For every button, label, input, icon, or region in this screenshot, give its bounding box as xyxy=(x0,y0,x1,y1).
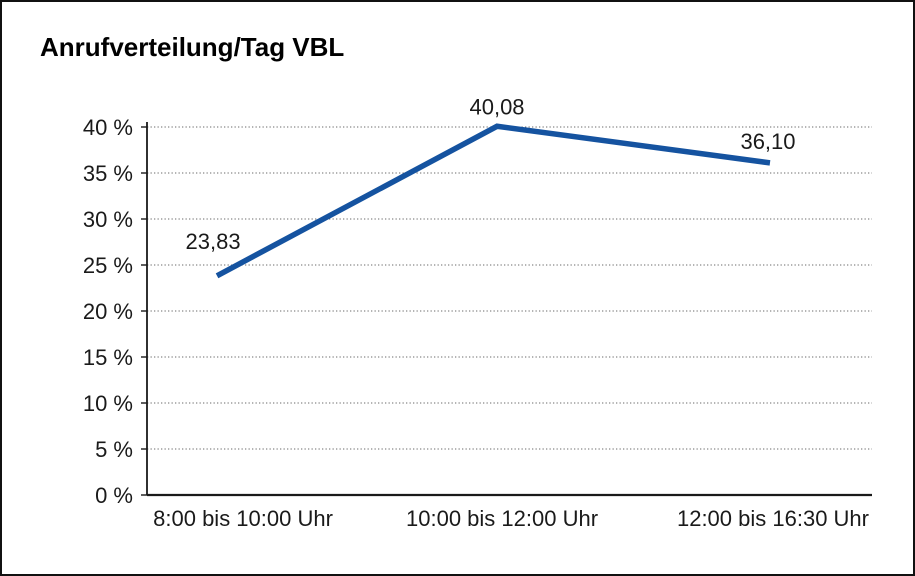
series-line xyxy=(215,123,771,279)
y-tick-label: 30 % xyxy=(83,207,133,232)
data-point-label: 23,83 xyxy=(186,229,241,254)
x-category-label: 10:00 bis 12:00 Uhr xyxy=(406,506,598,531)
data-point-label: 36,10 xyxy=(740,129,795,154)
y-tick-label: 0 % xyxy=(95,483,133,508)
y-tick-label: 25 % xyxy=(83,253,133,278)
chart-title: Anrufverteilung/Tag VBL xyxy=(40,32,345,62)
y-tick-label: 20 % xyxy=(83,299,133,324)
x-category-label: 12:00 bis 16:30 Uhr xyxy=(677,506,869,531)
y-tick-label: 10 % xyxy=(83,391,133,416)
y-tick-label: 15 % xyxy=(83,345,133,370)
data-point-label: 40,08 xyxy=(469,94,524,119)
y-tick-label: 35 % xyxy=(83,161,133,186)
x-category-label: 8:00 bis 10:00 Uhr xyxy=(153,506,333,531)
y-tick-label: 40 % xyxy=(83,115,133,140)
y-tick-label: 5 % xyxy=(95,437,133,462)
